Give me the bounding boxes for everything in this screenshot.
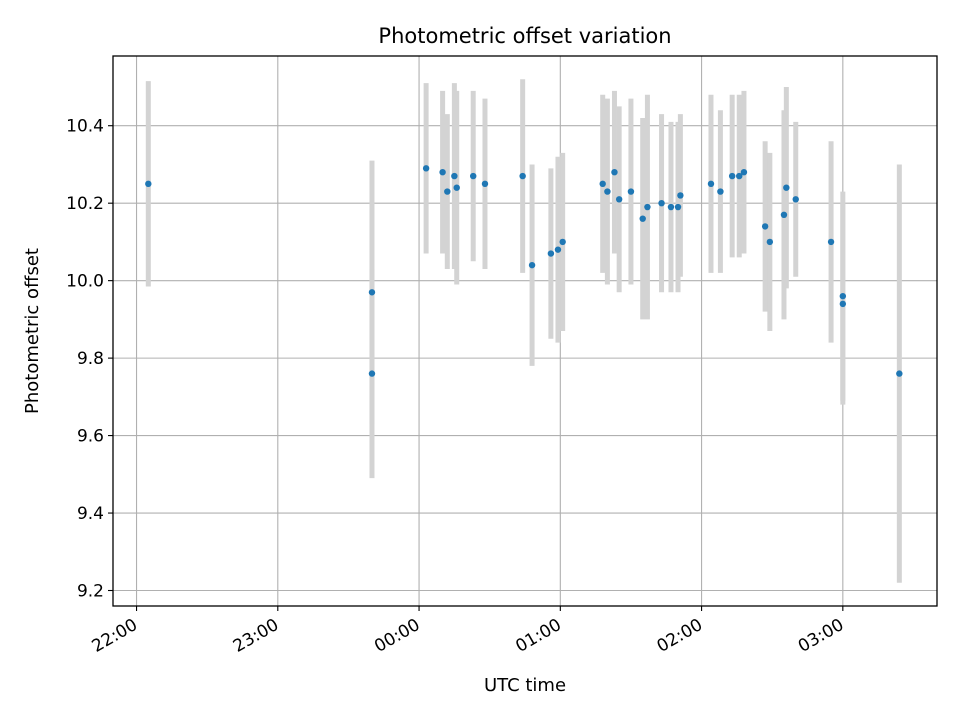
data-points <box>145 165 903 377</box>
data-point <box>444 188 451 195</box>
data-point <box>783 184 790 191</box>
x-tick-label: 02:00 <box>654 615 706 657</box>
x-tick-label: 01:00 <box>512 615 564 657</box>
data-point <box>766 238 774 246</box>
y-tick-label: 9.8 <box>77 349 104 369</box>
data-point <box>470 172 477 180</box>
errorbars <box>145 79 902 583</box>
y-tick-label: 10.0 <box>66 272 104 292</box>
data-point <box>422 165 430 172</box>
data-point <box>604 188 611 195</box>
data-point <box>451 172 458 180</box>
data-point <box>611 168 618 176</box>
data-point <box>896 370 903 377</box>
data-point <box>145 180 152 188</box>
data-point <box>674 203 682 211</box>
x-tick-label: 22:00 <box>89 615 141 657</box>
data-point <box>839 292 847 300</box>
plot-frame <box>112 55 938 607</box>
data-point <box>839 300 847 308</box>
data-point <box>439 168 446 176</box>
data-point <box>368 289 376 296</box>
data-point <box>599 180 606 188</box>
y-tick-label: 10.4 <box>66 117 104 137</box>
data-point <box>728 172 736 180</box>
data-point <box>827 238 835 246</box>
x-tick-label: 03:00 <box>795 615 847 657</box>
data-point <box>559 238 566 246</box>
y-axis: 9.2 9.4 9.6 9.8 10.0 10.2 10.4 <box>66 117 113 602</box>
data-point <box>547 250 555 257</box>
y-tick-label: 10.2 <box>66 194 104 214</box>
data-point <box>658 199 665 207</box>
y-tick-label: 9.2 <box>77 582 104 602</box>
data-point <box>627 188 635 195</box>
data-point <box>519 172 526 180</box>
y-axis-title: Photometric offset <box>22 248 43 414</box>
chart-title: Photometric offset variation <box>378 24 671 48</box>
data-point <box>792 196 799 203</box>
data-point <box>554 246 562 253</box>
data-point <box>707 180 715 188</box>
data-point <box>736 172 743 180</box>
data-point <box>368 370 376 377</box>
data-point <box>740 168 748 176</box>
data-point <box>453 184 460 191</box>
data-point <box>717 188 724 195</box>
x-tick-label: 23:00 <box>230 615 282 657</box>
data-point <box>528 261 536 269</box>
x-tick-label: 00:00 <box>371 615 423 657</box>
data-point <box>761 223 769 230</box>
x-axis: 22:00 23:00 00:00 01:00 02:00 03:00 <box>89 606 847 657</box>
data-point <box>639 215 646 222</box>
data-point <box>644 203 651 211</box>
x-axis-title: UTC time <box>484 675 566 696</box>
data-point <box>677 192 684 199</box>
y-tick-label: 9.4 <box>77 504 104 524</box>
data-point <box>481 180 489 188</box>
y-tick-label: 9.6 <box>77 427 104 447</box>
data-point <box>667 203 675 211</box>
data-point <box>615 196 623 203</box>
data-point <box>780 211 788 219</box>
